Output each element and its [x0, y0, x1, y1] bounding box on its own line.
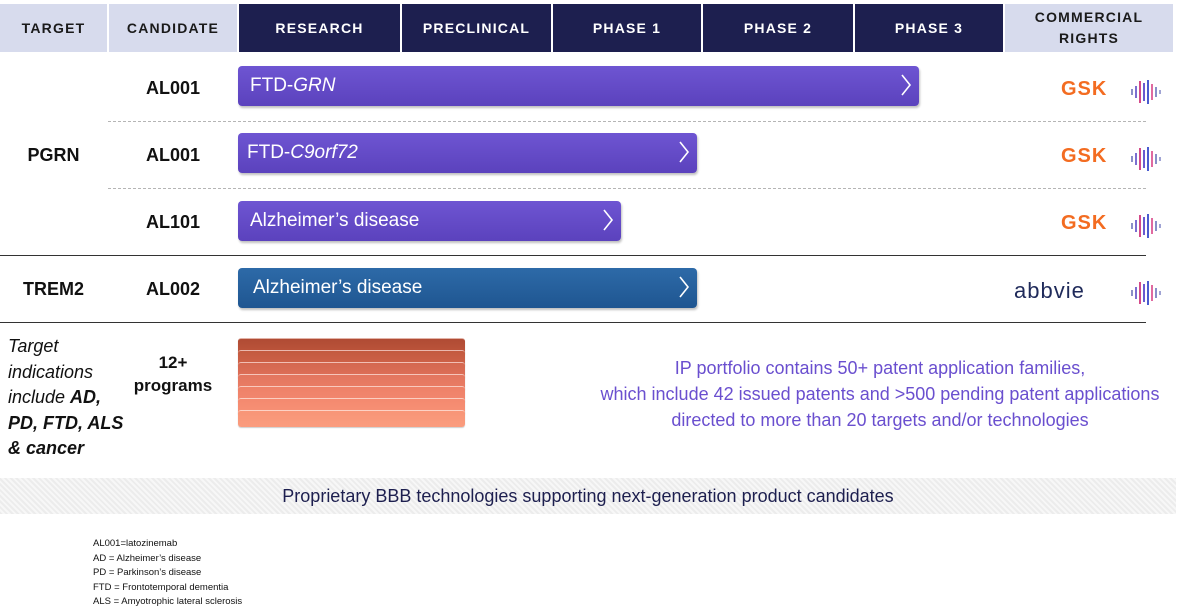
ip-portfolio-text: IP portfolio contains 50+ patent applica… [560, 355, 1197, 433]
target-pgrn: PGRN [27, 145, 80, 165]
gsk-logo: GSK [1061, 212, 1108, 234]
header-phase-1: PHASE 1 [553, 4, 701, 52]
footnote-line: ALS = Amyotrophic lateral sclerosis [93, 596, 243, 607]
ip-line: directed to more than 20 targets and/or … [671, 410, 1089, 430]
section-divider [0, 322, 1146, 323]
progress-bar-row-3: Alzheimer’s disease [238, 201, 621, 241]
indication-prefix: FTD- [250, 75, 294, 96]
partner-waveform-icon [1131, 281, 1161, 305]
ip-line: IP portfolio contains 50+ patent applica… [674, 358, 1086, 378]
row-divider [108, 188, 1146, 189]
indication-prefix: Alzheimer’s disease [250, 210, 420, 231]
programs-count-number: 12+ [158, 353, 188, 372]
indication-italic: GRN [293, 75, 336, 96]
header-candidate: CANDIDATE [109, 4, 237, 52]
footnote-line: AD = Alzheimer’s disease [93, 552, 202, 564]
header-preclinical: PRECLINICAL [402, 4, 551, 52]
indication-prefix: FTD- [247, 142, 291, 163]
progress-bar-row-4: Alzheimer’s disease [238, 268, 697, 308]
header-phase-1-label: PHASE 1 [592, 19, 662, 36]
target-indications-bold: PD, FTD, ALS [8, 412, 124, 433]
early-programs-stack [238, 338, 465, 427]
target-indications-line: include AD, [8, 385, 126, 411]
target-indications-bold: AD, [70, 387, 102, 407]
target-indications-bold: & cancer [8, 438, 85, 458]
target-indications-line: Target [8, 336, 59, 356]
candidate-row-1: AL001 [145, 78, 201, 98]
header-research-label: RESEARCH [275, 19, 364, 36]
header-preclinical-label: PRECLINICAL [422, 19, 531, 36]
header-phase-2-label: PHASE 2 [743, 19, 813, 36]
chevron-right-icon [603, 209, 614, 231]
gsk-logo: GSK [1061, 78, 1108, 100]
footnote-line: AL001=latozinemab [93, 538, 178, 549]
header-phase-3: PHASE 3 [855, 4, 1003, 52]
chevron-right-icon [679, 141, 690, 163]
candidate-row-4: AL002 [145, 279, 201, 299]
target-indications-text: Target indications include AD, PD, FTD, … [8, 334, 126, 462]
chevron-right-icon [901, 74, 912, 96]
progress-bar-row-1: FTD-GRN [238, 66, 919, 106]
banner-text: Proprietary BBB technologies supporting … [282, 485, 894, 506]
header-candidate-label: CANDIDATE [126, 19, 220, 36]
indication-prefix: Alzheimer’s disease [253, 277, 423, 298]
header-target: TARGET [0, 4, 107, 52]
header-rights-line2: RIGHTS [1058, 30, 1120, 46]
candidate-row-3: AL101 [145, 212, 201, 232]
row-divider [108, 121, 1146, 122]
bbb-technologies-banner: Proprietary BBB technologies supporting … [0, 478, 1176, 514]
indication-label: FTD-C9orf72 [238, 142, 358, 164]
header-phase-3-label: PHASE 3 [894, 19, 964, 36]
target-indications-line: & cancer [8, 436, 126, 462]
partner-waveform-icon [1131, 214, 1161, 238]
footnotes: AL001=latozinemab AD = Alzheimer’s disea… [93, 537, 242, 610]
gsk-logo: GSK [1061, 145, 1108, 167]
partner-waveform-icon [1131, 147, 1161, 171]
programs-count: 12+ programs [128, 351, 218, 397]
abbvie-logo: abbvie [1014, 278, 1085, 303]
progress-bar-row-2: FTD-C9orf72 [238, 133, 697, 173]
program-layer [238, 410, 465, 427]
ip-line: which include 42 issued patents and >500… [600, 384, 1160, 404]
target-indications-prefix: include [8, 387, 71, 407]
chevron-right-icon [679, 276, 690, 298]
indication-italic: C9orf72 [290, 142, 358, 163]
target-trem2: TREM2 [22, 279, 84, 299]
header-commercial-rights: COMMERCIAL RIGHTS [1005, 4, 1173, 52]
indication-label: Alzheimer’s disease [238, 210, 419, 232]
header-phase-2: PHASE 2 [703, 4, 853, 52]
candidate-row-2: AL001 [145, 145, 201, 165]
target-indications-line: PD, FTD, ALS [8, 411, 126, 437]
footnote-line: FTD = Frontotemporal dementia [93, 581, 229, 593]
partner-waveform-icon [1131, 80, 1161, 104]
section-divider [0, 255, 1146, 256]
header-research: RESEARCH [239, 4, 400, 52]
indication-label: FTD-GRN [238, 75, 336, 97]
header-target-label: TARGET [21, 19, 86, 36]
indication-label: Alzheimer’s disease [238, 277, 422, 299]
header-rights-line1: COMMERCIAL [1034, 9, 1144, 25]
target-indications-line: indications [8, 361, 94, 382]
footnote-line: PD = Parkinson’s disease [93, 567, 202, 578]
programs-count-label: programs [133, 376, 213, 395]
